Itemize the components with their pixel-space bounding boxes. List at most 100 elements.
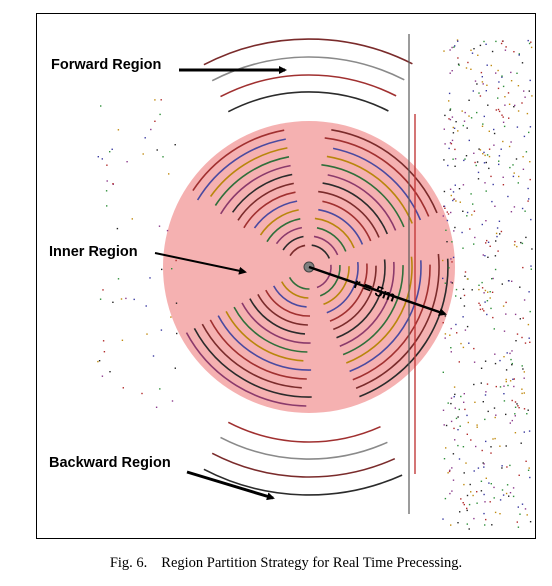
- scatter-point: [517, 110, 520, 112]
- scatter-point: [493, 486, 495, 489]
- scatter-point: [444, 282, 446, 284]
- scatter-point: [474, 401, 476, 403]
- scatter-point: [505, 380, 507, 383]
- scatter-point: [452, 126, 454, 129]
- scatter-point: [464, 111, 466, 114]
- scatter-point: [519, 286, 521, 288]
- scatter-point: [514, 413, 516, 415]
- scatter-point: [529, 476, 531, 479]
- scatter-point: [473, 152, 475, 154]
- scatter-point: [518, 474, 520, 476]
- scatter-point: [513, 172, 515, 174]
- scatter-point: [521, 365, 523, 367]
- inner-region-label: Inner Region: [49, 244, 138, 260]
- scatter-point: [155, 406, 158, 408]
- scatter-point: [514, 406, 517, 408]
- scatter-point: [154, 99, 156, 101]
- scatter-point: [478, 302, 480, 304]
- scatter-point: [482, 401, 484, 403]
- scatter-point: [457, 416, 459, 418]
- scatter-point: [476, 83, 478, 85]
- scatter-point: [477, 171, 480, 174]
- scatter-point: [502, 176, 504, 178]
- scatter-point: [450, 143, 453, 145]
- scatter-point: [451, 490, 453, 492]
- scatter-point: [443, 205, 446, 207]
- scatter-point: [454, 45, 456, 47]
- scatter-point: [493, 144, 495, 146]
- scatter-point: [508, 495, 510, 497]
- scatter-point: [497, 69, 499, 72]
- outer-scan-arc: [220, 436, 388, 460]
- radius-arrow: [308, 265, 447, 316]
- scatter-point: [530, 46, 533, 49]
- scan-ring-arc: [280, 281, 309, 299]
- scatter-point: [451, 282, 453, 284]
- scatter-point: [530, 41, 532, 43]
- scatter-point: [509, 380, 512, 382]
- scatter-point: [489, 245, 491, 247]
- scatter-point: [454, 165, 456, 167]
- scatter-point: [131, 218, 133, 220]
- scatter-point: [490, 307, 492, 310]
- scatter-point: [175, 302, 178, 304]
- scatter-point: [482, 83, 484, 85]
- scatter-point: [476, 424, 478, 426]
- scatter-point: [98, 360, 101, 362]
- scatter-point: [122, 387, 124, 389]
- scatter-point: [495, 240, 497, 242]
- scatter-point: [106, 205, 108, 207]
- scatter-point: [502, 116, 504, 118]
- scatter-point: [508, 103, 511, 105]
- scatter-point: [481, 76, 483, 78]
- scatter-point: [457, 130, 459, 132]
- scatter-point: [505, 492, 508, 495]
- scatter-point: [523, 392, 525, 394]
- scatter-point: [504, 96, 506, 98]
- scatter-point: [474, 236, 476, 239]
- scatter-point: [111, 148, 113, 150]
- scatter-point: [470, 117, 473, 119]
- scatter-point: [490, 483, 492, 485]
- scatter-point: [484, 301, 486, 303]
- scan-ring-arc: [289, 244, 306, 257]
- scatter-point: [505, 313, 507, 315]
- scatter-point: [453, 230, 455, 232]
- scatter-point: [510, 80, 513, 82]
- scatter-point: [442, 215, 444, 217]
- scatter-point: [493, 407, 496, 409]
- scatter-point: [452, 158, 454, 160]
- scatter-point: [482, 123, 484, 125]
- scatter-point: [109, 151, 111, 153]
- scan-ring-arc: [217, 315, 312, 371]
- scatter-point: [487, 256, 489, 258]
- scatter-point: [522, 368, 524, 370]
- scatter-point: [483, 162, 486, 164]
- scatter-point: [461, 110, 463, 112]
- scatter-point: [467, 421, 469, 424]
- scatter-point: [481, 125, 484, 127]
- scatter-point: [471, 289, 473, 291]
- scatter-point: [99, 248, 101, 250]
- scatter-point: [501, 283, 503, 285]
- scatter-point: [500, 230, 503, 233]
- scatter-point: [521, 503, 524, 505]
- scatter-point: [494, 255, 497, 257]
- scatter-point: [488, 148, 491, 150]
- scatter-point: [160, 99, 162, 101]
- scatter-point: [473, 517, 475, 520]
- scatter-point: [523, 431, 525, 433]
- scatter-point: [487, 241, 490, 243]
- scatter-point: [512, 175, 515, 178]
- scatter-point: [518, 175, 520, 178]
- scatter-point: [156, 149, 158, 151]
- scatter-point: [509, 464, 511, 467]
- scan-ring-arc: [331, 129, 438, 214]
- scatter-point: [454, 439, 456, 441]
- scatter-point: [468, 528, 470, 530]
- scatter-point: [459, 425, 461, 427]
- scatter-point: [521, 62, 524, 64]
- scatter-point: [521, 388, 523, 390]
- scan-ring-arc: [275, 226, 303, 245]
- scatter-point: [466, 325, 469, 328]
